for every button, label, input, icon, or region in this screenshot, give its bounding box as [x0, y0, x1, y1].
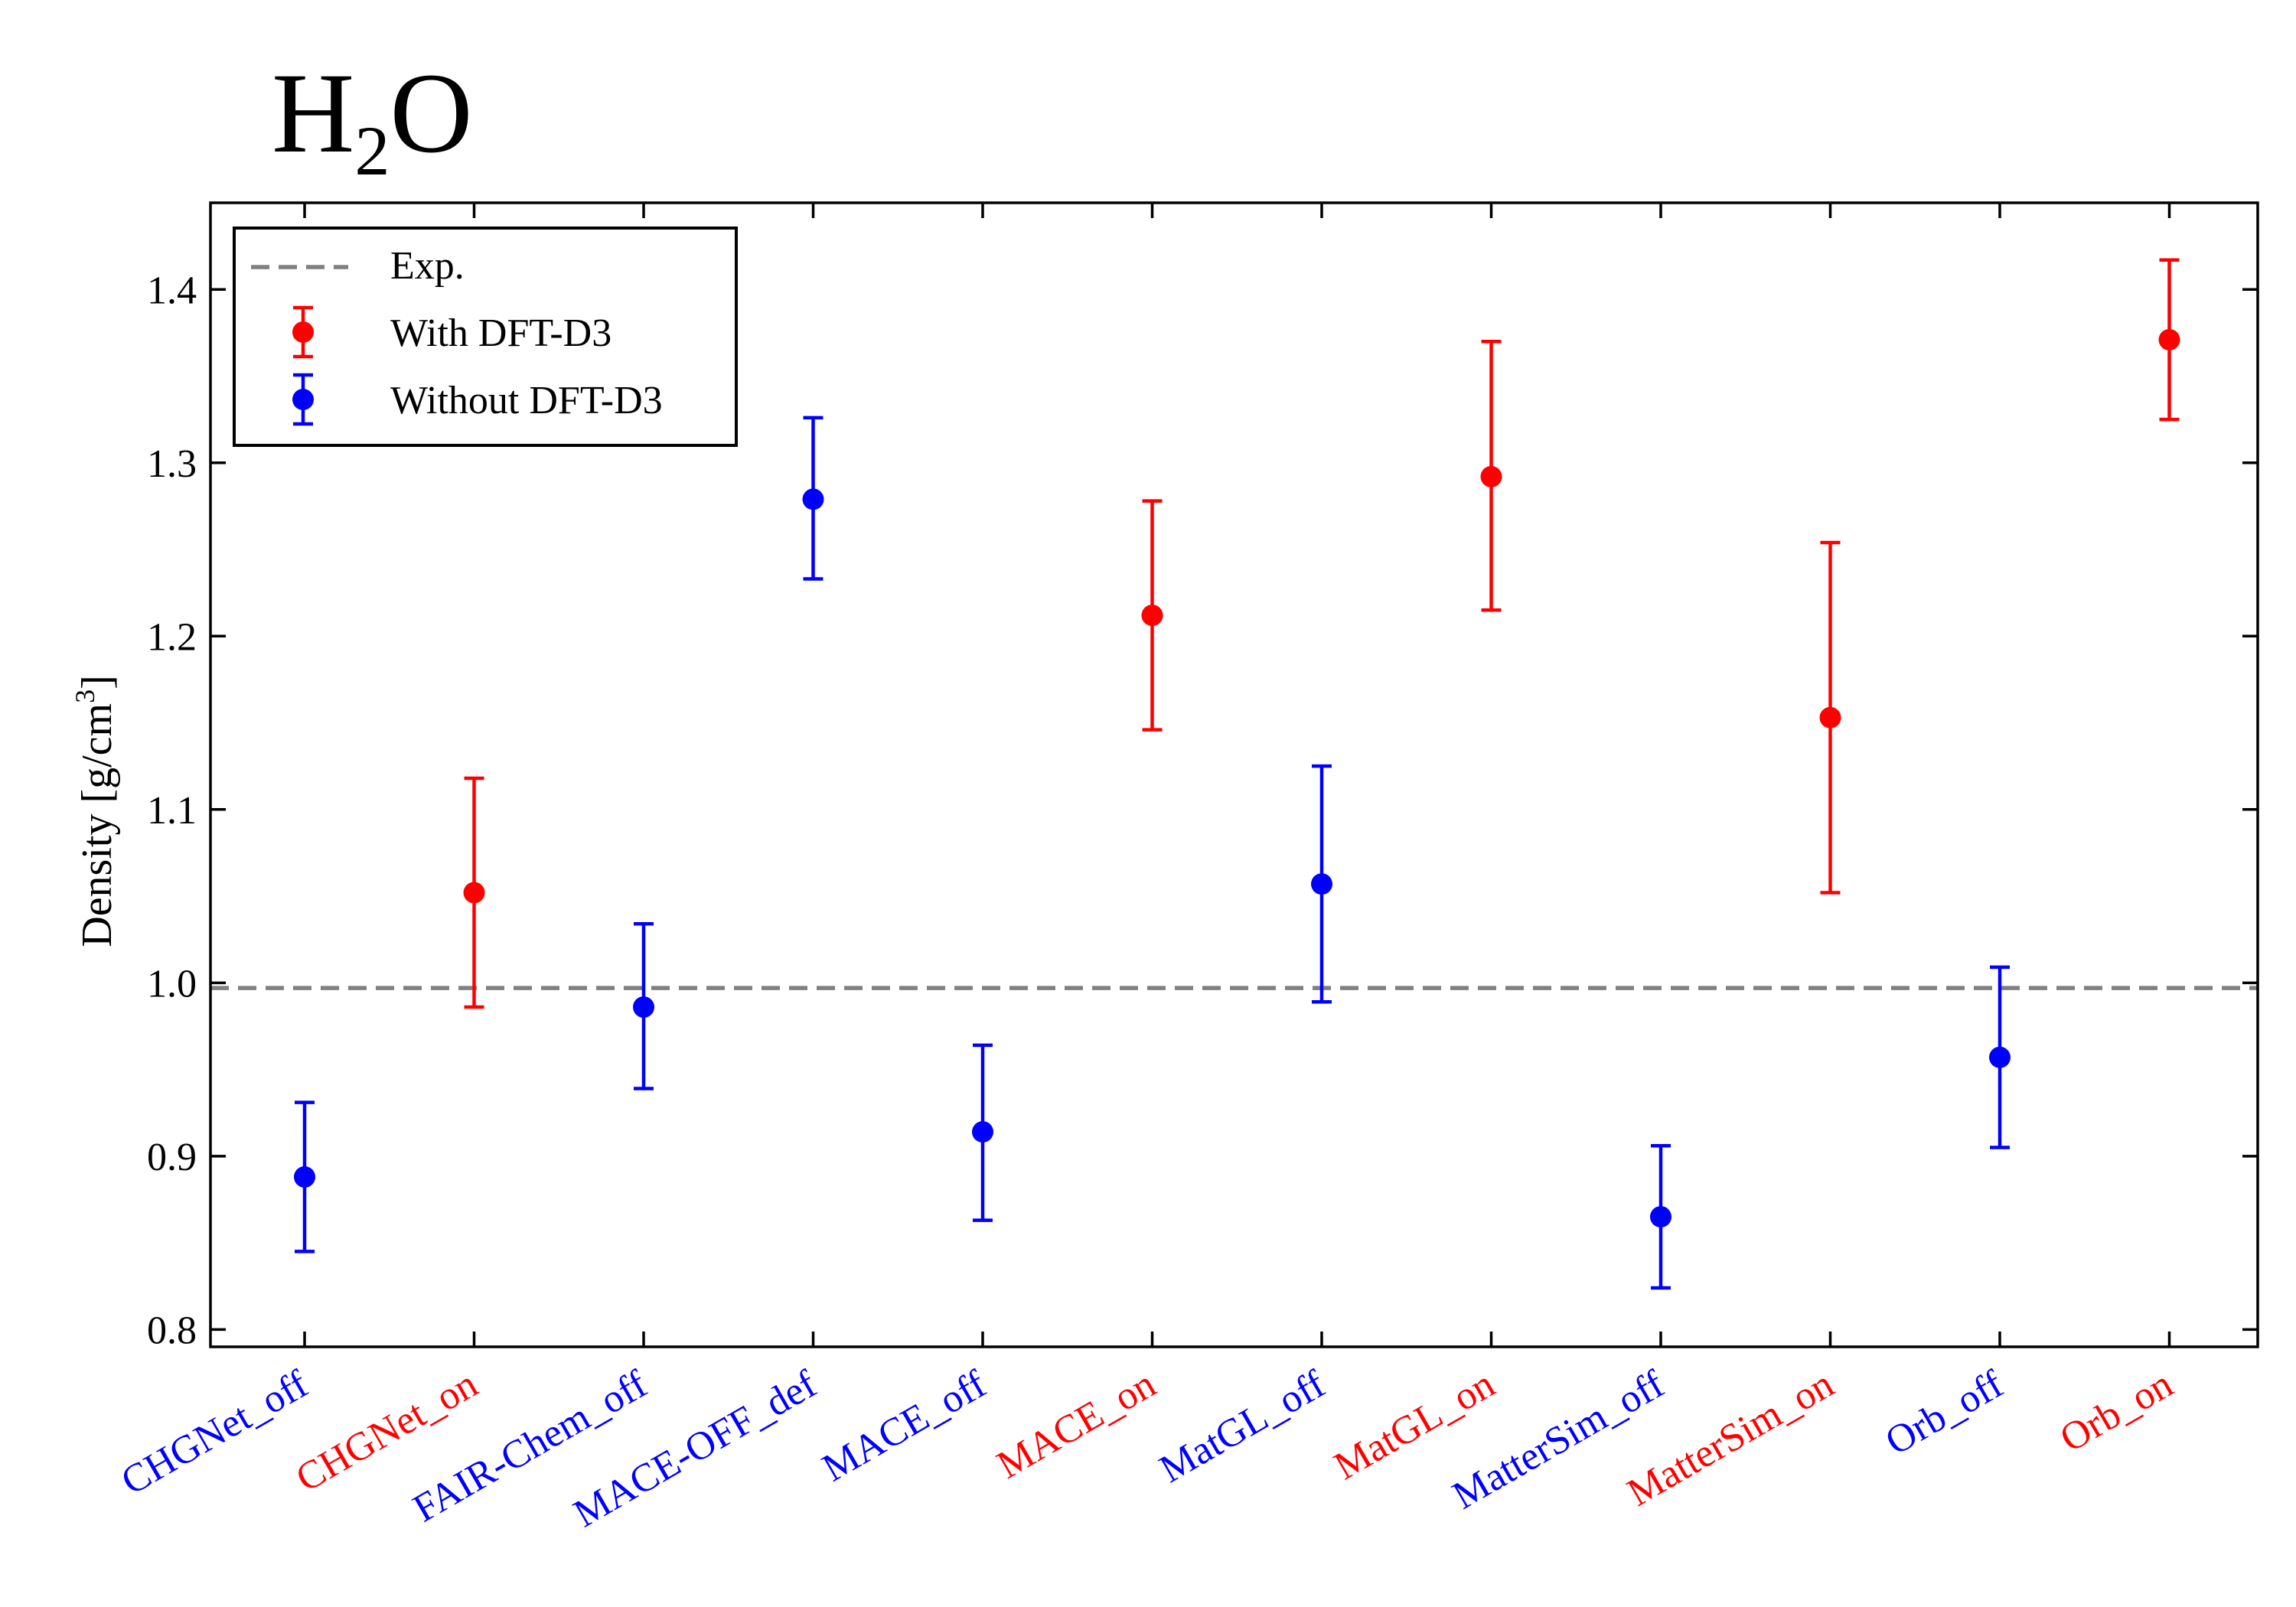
- point-Orb_on: [2158, 258, 2180, 422]
- legend-with-d3-marker: [292, 305, 314, 359]
- ytick-label: 1.4: [147, 269, 197, 312]
- marker-MACE-OFF_def: [802, 488, 824, 510]
- xtick-label-Orb_off: Orb_off: [1878, 1362, 2011, 1464]
- point-FAIR-Chem_off: [633, 922, 654, 1090]
- marker-CHGNet_on: [463, 882, 485, 904]
- legend-box: [233, 227, 738, 447]
- point-MatterSim_off: [1650, 1143, 1671, 1290]
- marker-CHGNet_off: [294, 1166, 315, 1188]
- marker-MatGL_off: [1311, 873, 1332, 895]
- ytick-label: 0.8: [147, 1309, 197, 1352]
- point-Orb_off: [1989, 965, 2011, 1149]
- ytick-label: 1.1: [147, 789, 197, 833]
- legend-without-d3-label: Without DFT-D3: [390, 379, 663, 422]
- marker-Orb_on: [2158, 328, 2180, 350]
- legend-without-d3-marker: [292, 373, 314, 426]
- xtick-label-CHGNet_off: CHGNet_off: [114, 1362, 315, 1504]
- marker-MatterSim_off: [1650, 1206, 1671, 1228]
- xtick-label-MatGL_off: MatGL_off: [1153, 1362, 1333, 1491]
- xtick-label-MACE_off: MACE_off: [815, 1362, 993, 1491]
- marker-MACE_off: [972, 1121, 993, 1143]
- point-CHGNet_on: [463, 776, 485, 1009]
- plot-frame: [209, 201, 2259, 1348]
- legend: Exp. With DFT-D3 Without DFT-D3: [233, 227, 738, 447]
- marker-MatGL_on: [1480, 465, 1502, 487]
- point-MACE-OFF_def: [802, 416, 824, 581]
- point-MatterSim_on: [1819, 540, 1841, 895]
- ytick-label: 1.0: [147, 962, 197, 1006]
- y-axis-label: Density [g/cm3]: [70, 675, 121, 947]
- legend-with-d3-label: With DFT-D3: [390, 311, 612, 355]
- chart-title: H2O: [272, 50, 473, 190]
- xtick-label-MACE_on: MACE_on: [990, 1362, 1163, 1487]
- marker-MACE_on: [1141, 605, 1163, 627]
- point-MatGL_on: [1480, 339, 1502, 612]
- point-MatGL_off: [1311, 764, 1332, 1004]
- point-MACE_off: [972, 1043, 993, 1222]
- marker-Orb_off: [1989, 1046, 2011, 1068]
- ytick-label: 1.2: [147, 615, 197, 659]
- xtick-label-Orb_on: Orb_on: [2053, 1362, 2180, 1461]
- marker-FAIR-Chem_off: [633, 996, 654, 1019]
- ytick-label: 0.9: [147, 1136, 197, 1179]
- marker-MatterSim_on: [1819, 706, 1841, 729]
- ytick-label: 1.3: [147, 442, 197, 486]
- legend-exp-label: Exp.: [390, 244, 465, 288]
- point-MACE_on: [1141, 499, 1163, 732]
- point-CHGNet_off: [294, 1100, 315, 1253]
